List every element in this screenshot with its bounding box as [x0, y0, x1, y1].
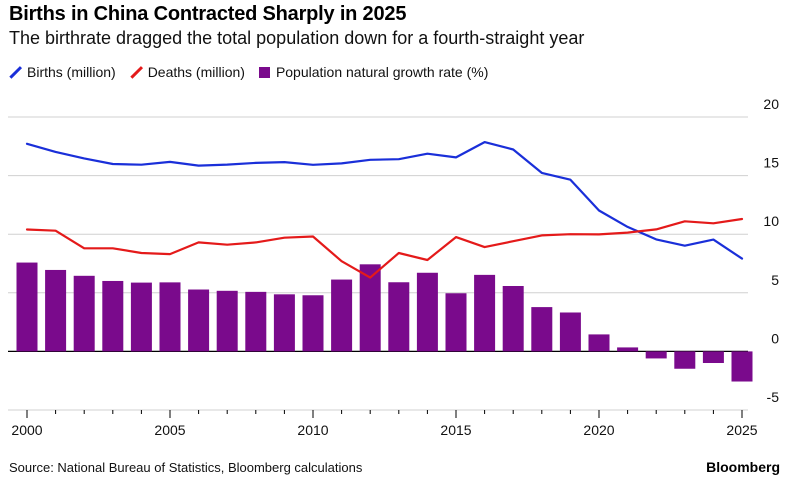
growth-rate-bar: [531, 307, 553, 352]
growth-rate-bar: [245, 291, 267, 352]
x-tick-label: 2025: [726, 422, 757, 438]
chart-title: Births in China Contracted Sharply in 20…: [9, 3, 407, 25]
growth-rate-bar: [45, 269, 67, 352]
y-tick-label: -5: [767, 389, 780, 405]
legend: Births (million) Deaths (million) Popula…: [9, 64, 502, 80]
y-tick-label: 10: [763, 213, 779, 229]
x-tick-label: 2015: [440, 422, 471, 438]
line-series: [25, 141, 744, 279]
growth-rate-bar: [388, 282, 410, 352]
growth-rate-bar: [359, 264, 381, 352]
legend-item-deaths: Deaths (million): [130, 64, 245, 80]
growth-rate-bar: [302, 295, 324, 352]
growth-rate-bar: [416, 272, 438, 352]
growth-rate-bar: [159, 282, 181, 352]
growth-rate-bar: [645, 351, 667, 359]
x-tick-label: 2000: [11, 422, 42, 438]
x-tick-label: 2020: [583, 422, 614, 438]
growth-rate-bar: [273, 294, 295, 352]
growth-rate-bar: [130, 282, 152, 352]
y-axis-ticks: 20 15 10 5 0 -5: [763, 96, 779, 405]
bloomberg-logo: Bloomberg: [706, 459, 780, 475]
y-tick-label: 0: [771, 330, 779, 346]
y-tick-label: 15: [763, 155, 779, 171]
x-tick-label: 2010: [297, 422, 328, 438]
y-tick-label: 20: [763, 96, 779, 112]
bar-series-growth-rate: [16, 262, 753, 382]
x-tick-label: 2005: [154, 422, 185, 438]
growth-rate-bar: [502, 286, 524, 352]
legend-label-growth-rate: Population natural growth rate (%): [275, 64, 489, 80]
y-tick-label: 5: [771, 272, 779, 288]
source-note: Source: National Bureau of Statistics, B…: [9, 460, 363, 475]
growth-rate-square-icon: [258, 66, 270, 78]
growth-rate-bar: [73, 275, 95, 352]
growth-rate-bar: [674, 351, 696, 369]
growth-rate-bar: [331, 279, 353, 352]
growth-rate-bar: [702, 351, 724, 364]
growth-rate-bar: [188, 289, 210, 352]
growth-rate-bar: [16, 262, 38, 352]
growth-rate-bar: [216, 290, 238, 352]
births-line: [25, 141, 744, 260]
growth-rate-bar: [588, 334, 610, 352]
legend-item-growth-rate: Population natural growth rate (%): [258, 64, 489, 80]
legend-item-births: Births (million): [9, 64, 116, 80]
deaths-line: [25, 217, 744, 279]
growth-rate-bar: [102, 280, 124, 352]
growth-rate-bar: [617, 347, 639, 352]
growth-rate-bar: [474, 274, 496, 352]
x-axis-ticks: 2000 2005 2010 2015 2020 2025: [11, 410, 758, 438]
growth-rate-bar: [559, 312, 581, 352]
legend-label-births: Births (million): [27, 64, 116, 80]
growth-rate-bar: [731, 351, 753, 382]
growth-rate-bar: [445, 293, 467, 352]
gridlines: [8, 116, 748, 411]
chart-subtitle: The birthrate dragged the total populati…: [9, 28, 585, 48]
legend-label-deaths: Deaths (million): [147, 64, 245, 80]
